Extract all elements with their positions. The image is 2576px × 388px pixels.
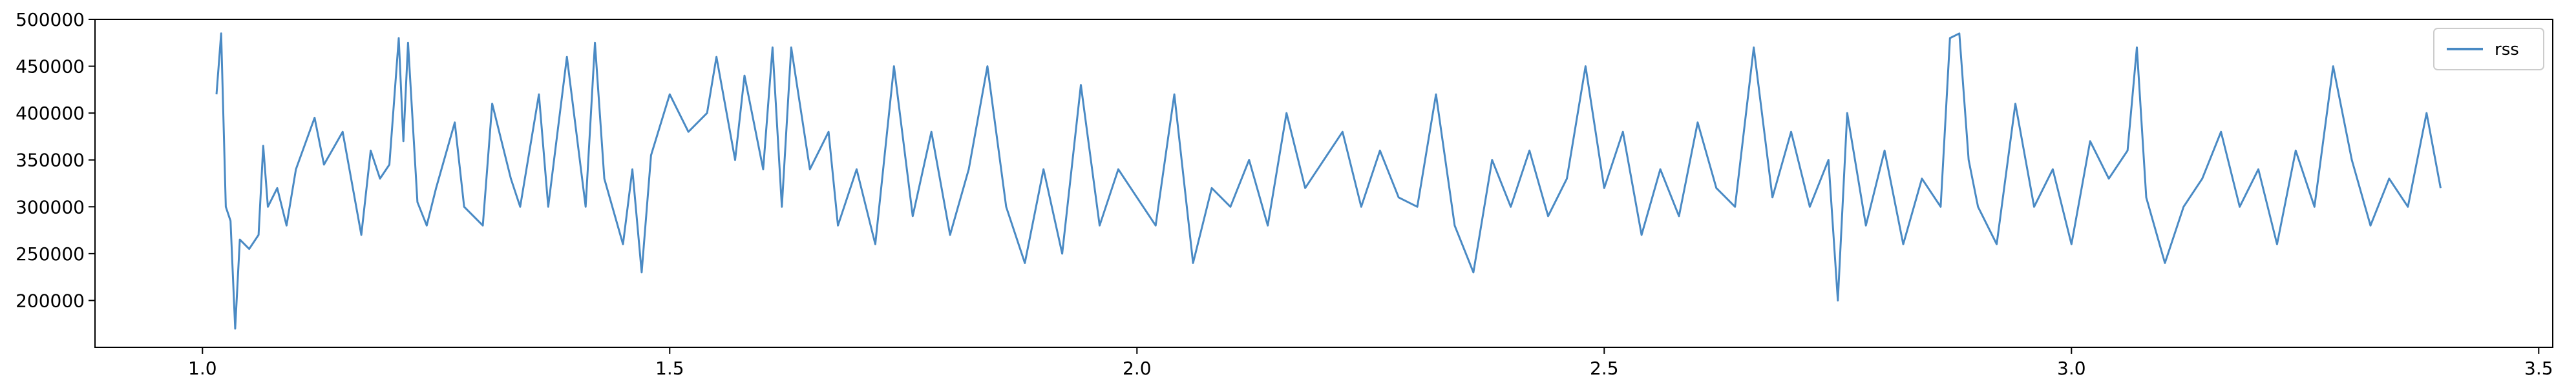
series-line-rss <box>215 32 2442 330</box>
x-tick-label: 3.5 <box>2524 358 2553 379</box>
x-tick-label: 3.0 <box>2057 358 2086 379</box>
legend-label-rss: rss <box>2495 40 2519 59</box>
y-axis: 200000 250000 300000 350000 400000 450000 5000… <box>16 9 95 311</box>
plot-frame <box>94 19 2553 348</box>
x-tick-label: 1.0 <box>188 358 217 379</box>
legend: rss <box>2433 28 2544 70</box>
legend-box <box>2433 28 2544 70</box>
y-tick-label: 200000 <box>16 290 85 311</box>
y-tick-label: 250000 <box>16 243 85 265</box>
y-tick-label: 400000 <box>16 103 85 124</box>
y-tick-label: 450000 <box>16 56 85 77</box>
y-tick-label: 350000 <box>16 150 85 171</box>
y-tick-label: 300000 <box>16 196 85 218</box>
x-tick-label: 1.5 <box>655 358 684 379</box>
y-tick-label: 500000 <box>16 9 85 30</box>
x-tick-label: 2.5 <box>1590 358 1619 379</box>
x-axis: 1.0 1.5 2.0 2.5 3.0 3.5 <box>188 347 2553 379</box>
x-tick-label: 2.0 <box>1123 358 1152 379</box>
series-layer <box>215 32 2442 330</box>
